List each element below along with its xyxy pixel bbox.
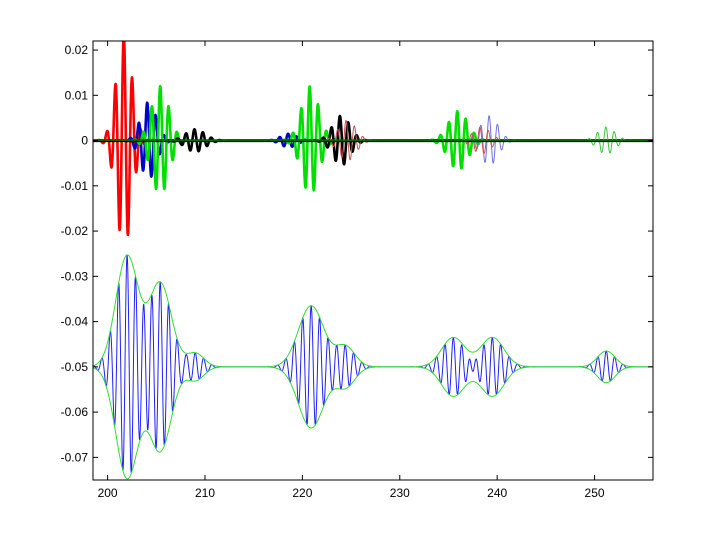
x-tick-label: 230 bbox=[390, 486, 410, 500]
y-tick-label: -0.04 bbox=[61, 315, 89, 329]
x-tick-label: 240 bbox=[487, 486, 507, 500]
y-tick-label: -0.07 bbox=[61, 450, 89, 464]
y-tick-label: -0.01 bbox=[61, 179, 89, 193]
y-tick-label: -0.05 bbox=[61, 360, 89, 374]
y-tick-label: -0.02 bbox=[61, 224, 89, 238]
x-tick-label: 220 bbox=[292, 486, 312, 500]
x-tick-label: 250 bbox=[585, 486, 605, 500]
axes-box bbox=[92, 40, 654, 481]
baseline-layer bbox=[93, 139, 653, 143]
y-tick-label: 0.02 bbox=[65, 43, 89, 57]
y-tick-label: -0.06 bbox=[61, 405, 89, 419]
x-tick-label: 200 bbox=[98, 486, 118, 500]
y-tick-label: 0.01 bbox=[65, 88, 89, 102]
y-tick-label: -0.03 bbox=[61, 269, 89, 283]
tick-layer: 200 210 220 230 240 250 0.02 0.01 0 -0.01 -0.02 -0.… bbox=[61, 41, 653, 500]
y-tick-label: 0 bbox=[81, 134, 88, 148]
x-tick-label: 210 bbox=[195, 486, 215, 500]
series-line-8-lower bbox=[93, 366, 653, 480]
